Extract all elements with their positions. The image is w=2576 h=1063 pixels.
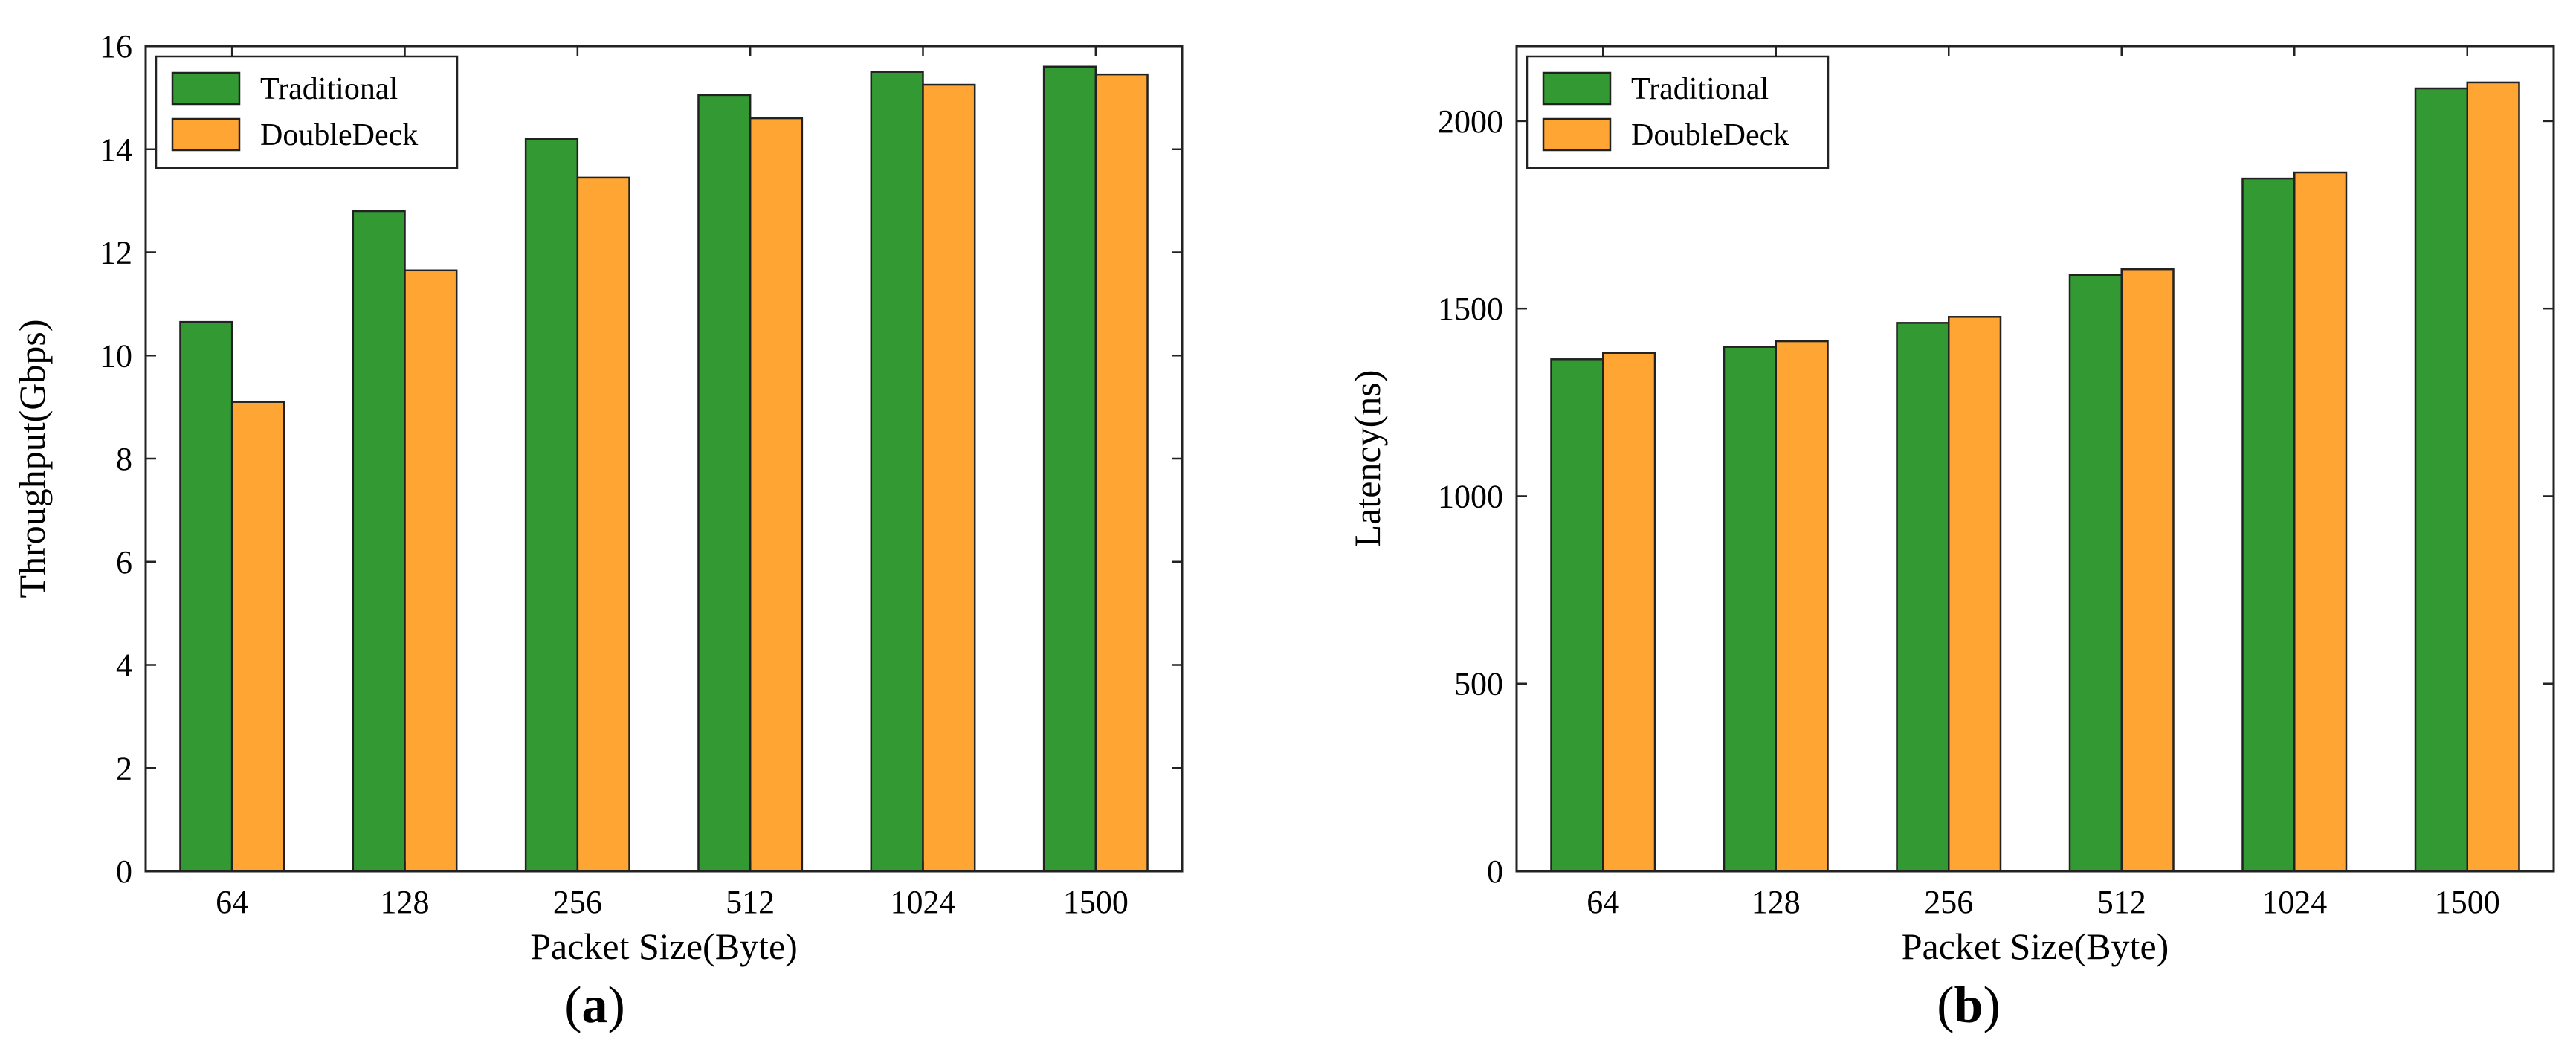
chart1-bar-traditional-1024 (2241, 177, 2296, 873)
chart1-bar-traditional-1500 (2414, 87, 2468, 873)
chart1-xaxis-label: Packet Size(Byte) (1902, 925, 2169, 967)
chart0-xtick-label: 512 (726, 884, 775, 920)
chart0-xtick-label: 64 (216, 884, 248, 920)
chart0-ytick-label: 10 (100, 337, 132, 374)
chart0-panel-caption: (a) (564, 977, 625, 1034)
chart1-bar-doubledeck-512 (2120, 268, 2175, 873)
chart1-xtick-label: 1500 (2435, 884, 2500, 920)
chart1-bar-doubledeck-128 (1775, 340, 1829, 873)
chart0-legend-swatch-doubledeck (171, 117, 241, 152)
chart0-bar-doubledeck-128 (404, 269, 458, 873)
panel-a-throughput-chart: 0 2 4 6 8 10 12 14 16 64 128 256 512 1024 1500 Packet S… (11, 28, 1184, 1034)
chart1-xtick-label: 1024 (2262, 884, 2327, 920)
chart0-bar-traditional-1024 (870, 71, 924, 873)
chart1-yaxis-label: Latency(ns) (1346, 370, 1388, 548)
chart0-bar-traditional-128 (352, 210, 406, 873)
chart1-bar-doubledeck-256 (1948, 316, 2002, 873)
chart0-xtick-label: 256 (553, 884, 602, 920)
chart0-bar-traditional-256 (524, 138, 579, 873)
chart0-plot-frame (144, 45, 1184, 873)
chart1-ytick-label: 500 (1454, 666, 1503, 702)
chart0-bar-doubledeck-1500 (1094, 73, 1149, 873)
chart1-legend-swatch-traditional (1542, 71, 1612, 106)
chart1-ytick-label: 0 (1487, 853, 1503, 890)
chart0-ytick-label: 14 (100, 132, 132, 168)
chart1-legend-label-traditional: Traditional (1631, 72, 1769, 106)
panel-b-latency-chart: 0 500 1000 1500 2000 64 128 256 512 1024 1500 Packe… (1346, 45, 2555, 1034)
chart1-bar-traditional-256 (1896, 322, 1950, 873)
chart1-bar-traditional-512 (2068, 274, 2123, 873)
chart0-yaxis-label: Throughput(Gbps) (11, 320, 53, 598)
chart0-bar-doubledeck-1024 (922, 83, 976, 873)
chart1-legend-label-doubledeck: DoubleDeck (1631, 118, 1789, 152)
chart1-ytick-label: 1500 (1438, 291, 1503, 327)
chart0-ytick-label: 8 (116, 441, 132, 477)
chart0-xaxis-label: Packet Size(Byte) (530, 925, 798, 967)
chart1-bar-traditional-128 (1723, 346, 1777, 873)
chart1-bar-doubledeck-1024 (2293, 171, 2348, 873)
chart0-bar-traditional-1500 (1042, 65, 1097, 873)
chart1-bar-doubledeck-64 (1602, 352, 1656, 873)
chart1-ytick-label: 2000 (1438, 103, 1503, 140)
chart1-bar-doubledeck-1500 (2466, 81, 2520, 873)
chart0-bar-traditional-64 (179, 320, 233, 873)
chart0-ytick-label: 12 (100, 235, 132, 271)
chart0-bar-doubledeck-64 (230, 401, 285, 873)
chart1-xtick-label: 512 (2097, 884, 2146, 920)
chart0-bar-doubledeck-512 (749, 117, 804, 873)
chart0-xtick-label: 1024 (891, 884, 956, 920)
chart0-xtick-label: 128 (381, 884, 430, 920)
chart0-bar-traditional-512 (697, 94, 752, 873)
chart1-bar-traditional-64 (1550, 358, 1604, 873)
chart1-plot-frame (1515, 45, 2555, 873)
chart0-xtick-label: 1500 (1063, 884, 1129, 920)
chart1-ytick-label: 1000 (1438, 478, 1503, 514)
chart0-legend-swatch-traditional (171, 71, 241, 106)
chart0-ytick-label: 4 (116, 647, 132, 684)
chart1-xtick-label: 64 (1586, 884, 1619, 920)
chart0-bar-doubledeck-256 (576, 176, 630, 873)
chart0-legend-label-traditional: Traditional (260, 72, 398, 106)
chart1-panel-caption: (b) (1937, 977, 2001, 1034)
chart1-xtick-label: 128 (1752, 884, 1801, 920)
chart0-legend-label-doubledeck: DoubleDeck (260, 118, 418, 152)
chart1-legend-swatch-doubledeck (1542, 117, 1612, 152)
chart0-ytick-label: 2 (116, 750, 132, 786)
chart1-xtick-label: 256 (1924, 884, 1973, 920)
chart0-ytick-label: 0 (116, 853, 132, 890)
chart0-ytick-label: 16 (100, 28, 132, 65)
chart0-ytick-label: 6 (116, 544, 132, 581)
